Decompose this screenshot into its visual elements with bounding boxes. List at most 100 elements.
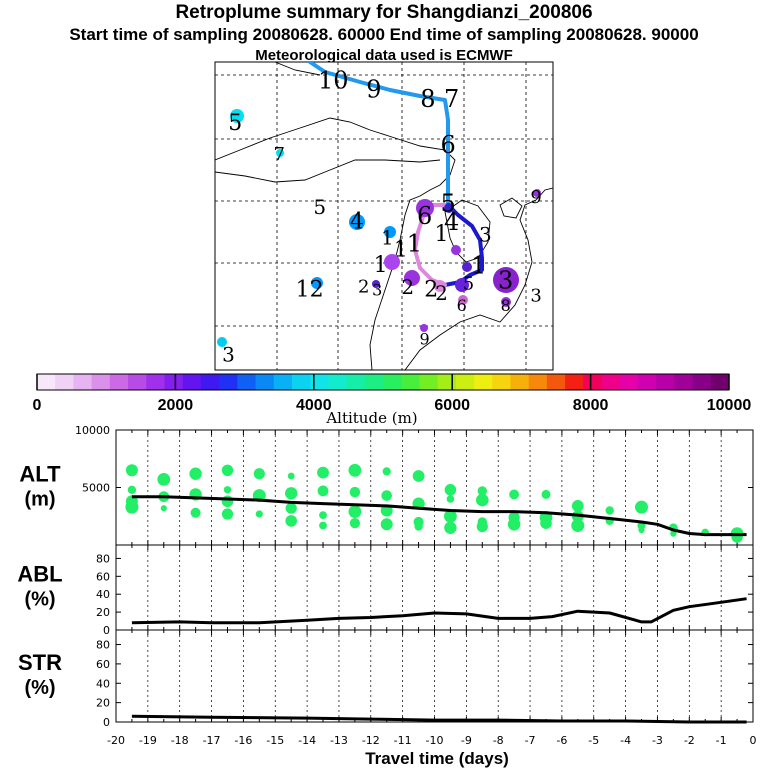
altitude-point <box>412 470 425 482</box>
altitude-point <box>414 522 423 531</box>
x-tick-label: -13 <box>330 734 348 747</box>
colorbar-cell <box>291 374 311 390</box>
map-label: 1 <box>394 237 408 262</box>
colorbar-cell <box>273 374 293 390</box>
altitude-point <box>444 521 457 534</box>
colorbar-cell <box>692 374 712 390</box>
colorbar-cell <box>364 374 384 390</box>
x-tick-label: -5 <box>588 734 599 747</box>
plume-marker <box>349 214 365 230</box>
map-label: 7 <box>444 85 459 113</box>
y-tick-label: 0 <box>103 624 110 637</box>
colorbar-cell <box>219 374 238 390</box>
y-tick-label: 5000 <box>82 482 110 495</box>
map-label: 5 <box>313 195 326 219</box>
x-tick-label: -2 <box>684 734 695 747</box>
map-label: 4 <box>350 210 364 235</box>
x-tick-label: -16 <box>234 734 252 747</box>
chart-title: Retroplume summary for Shangdianzi_20080… <box>175 2 593 23</box>
x-tick-label: -10 <box>426 734 444 747</box>
x-tick-label: -1 <box>716 734 727 747</box>
plume-marker <box>230 109 244 123</box>
plume-marker <box>420 324 428 332</box>
map-label: 5 <box>228 111 242 136</box>
map-label: 7 <box>273 144 284 165</box>
map-label: 5 <box>441 190 456 218</box>
colorbar-cell <box>128 374 147 390</box>
x-tick-label: -9 <box>461 734 472 747</box>
colorbar-cell <box>492 374 511 390</box>
x-tick-label: 0 <box>750 734 757 747</box>
altitude-point <box>221 495 234 508</box>
colorbar-cell <box>182 374 202 390</box>
colorbar-cell <box>437 374 457 390</box>
colorbar-tick-label: 10000 <box>707 397 752 414</box>
altitude-point <box>223 486 232 494</box>
altitude-point <box>381 490 393 501</box>
colorbar-cell <box>656 374 675 390</box>
met-data-line: Meteorological data used is ECMWF <box>255 47 513 64</box>
altitude-point <box>285 502 297 514</box>
altitude-point <box>190 507 201 518</box>
colorbar-cell <box>200 374 220 390</box>
map-label: 9 <box>530 187 541 208</box>
panel-str: 0 20 40 60 80 STR(%) <box>18 629 754 729</box>
altitude-point <box>125 464 138 477</box>
altitude-point <box>319 511 327 519</box>
x-tick-label: -3 <box>652 734 663 747</box>
map-label: 6 <box>417 202 432 230</box>
altitude-point <box>571 500 584 512</box>
map-label: 9 <box>420 330 430 349</box>
altitude-point <box>319 521 327 530</box>
plume-marker <box>276 149 284 157</box>
colorbar-cell <box>546 374 566 390</box>
altitude-point <box>157 473 171 486</box>
y-tick-label: 40 <box>96 588 110 601</box>
y-tick-label: 20 <box>96 606 110 619</box>
altitude-point <box>638 526 645 534</box>
altitude-point <box>571 519 585 532</box>
altitude-point <box>382 467 391 476</box>
y-tick-label: 80 <box>96 639 110 652</box>
y-tick-label: 80 <box>96 552 110 565</box>
x-tick-label: -20 <box>107 734 125 747</box>
panel-frame <box>115 429 754 546</box>
altitude-point <box>221 464 234 476</box>
colorbar-cell <box>455 374 475 390</box>
altitude-point <box>348 463 362 477</box>
altitude-point <box>348 505 362 518</box>
x-tick-label: -15 <box>266 734 284 747</box>
altitude-point <box>380 518 393 531</box>
panel-abl: 0 20 40 60 80 ABL(%) <box>17 544 754 637</box>
colorbar-cell <box>528 374 548 390</box>
altitude-point <box>446 495 455 503</box>
map-label: 8 <box>501 296 511 315</box>
plume-marker <box>434 280 446 292</box>
colorbar-cell <box>37 374 56 390</box>
altitude-point <box>444 484 457 496</box>
altitude-point <box>476 493 489 507</box>
plume-marker <box>458 295 468 305</box>
colorbar-cell <box>328 374 348 390</box>
map-label: 1 <box>374 253 388 278</box>
panel-ylabel: ALT <box>19 462 61 487</box>
y-tick-label: 40 <box>96 677 110 690</box>
x-tick-label: -8 <box>493 734 504 747</box>
map-label: 4 <box>444 208 459 236</box>
series-line <box>131 714 747 724</box>
colorbar-cell <box>146 374 165 390</box>
panel-ylabel: ABL <box>17 562 62 587</box>
x-tick-label: -12 <box>362 734 380 747</box>
plume-marker <box>416 199 434 217</box>
map-grid <box>215 62 553 370</box>
altitude-point <box>541 489 551 499</box>
x-tick-label: -18 <box>171 734 189 747</box>
altitude-point <box>189 467 202 480</box>
colorbar-cell <box>55 374 74 390</box>
trajectory-segment <box>308 62 450 207</box>
plume-marker <box>384 254 400 270</box>
time-series-panels: 500010000ALT(m)020406080ABL(%)020406080S… <box>17 424 756 747</box>
series-line <box>131 597 747 625</box>
series-line <box>131 495 747 537</box>
